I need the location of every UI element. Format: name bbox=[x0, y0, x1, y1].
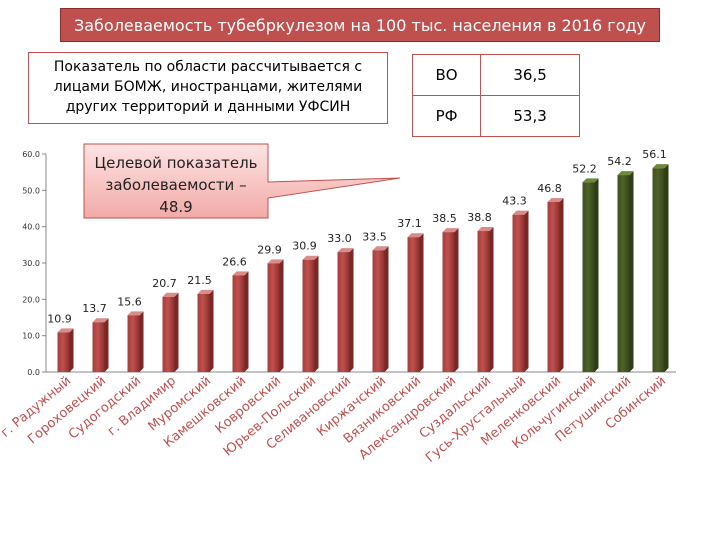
note-box: Показатель по области рассчитывается с л… bbox=[28, 52, 388, 124]
chart-title: Заболеваемость тубебркулезом на 100 тыс.… bbox=[60, 8, 660, 42]
bar-top bbox=[197, 289, 214, 294]
y-tick-label: 40.0 bbox=[22, 223, 40, 232]
bar-side bbox=[69, 328, 74, 372]
comparison-value-vo: 36,5 bbox=[480, 54, 580, 96]
bar-side bbox=[524, 210, 529, 372]
note-line: лицами БОМЖ, иностранцами, жителями bbox=[53, 79, 363, 95]
y-tick-label: 10.0 bbox=[22, 332, 40, 341]
table-row: ВО 36,5 bbox=[411, 54, 580, 96]
table-row: РФ 53,3 bbox=[411, 95, 580, 137]
bar bbox=[57, 332, 70, 372]
bar-top bbox=[372, 246, 389, 251]
value-label: 21.5 bbox=[187, 274, 212, 287]
target-callout: Целевой показатель заболеваемости – 48.9 bbox=[83, 143, 401, 219]
bar bbox=[267, 263, 280, 372]
y-tick-label: 0.0 bbox=[27, 368, 40, 377]
bar bbox=[652, 168, 665, 372]
bar bbox=[477, 231, 490, 372]
bar-top bbox=[57, 328, 74, 333]
bar bbox=[337, 252, 350, 372]
bar-top bbox=[442, 228, 459, 233]
value-label: 37.1 bbox=[397, 217, 422, 230]
bar-top bbox=[582, 178, 599, 183]
value-label: 30.9 bbox=[292, 240, 317, 253]
y-tick-label: 60.0 bbox=[22, 150, 40, 159]
value-label: 20.7 bbox=[152, 277, 177, 290]
bar-side bbox=[559, 197, 564, 372]
note-line: Показатель по области рассчитывается с bbox=[53, 59, 363, 75]
value-label: 43.3 bbox=[502, 195, 527, 208]
bar-side bbox=[104, 318, 109, 372]
value-label: 54.2 bbox=[607, 155, 632, 168]
value-label: 56.1 bbox=[642, 148, 667, 161]
bar-side bbox=[349, 248, 354, 372]
bar-side bbox=[629, 171, 634, 372]
bar bbox=[197, 293, 210, 372]
value-label: 13.7 bbox=[82, 302, 107, 315]
value-label: 46.8 bbox=[537, 182, 562, 195]
bar-top bbox=[127, 311, 144, 316]
callout-line: Целевой показатель bbox=[94, 154, 257, 172]
note-line: других территорий и данными УФСИН bbox=[65, 99, 351, 115]
comparison-label-vo: ВО bbox=[411, 54, 482, 96]
bar bbox=[547, 201, 560, 372]
value-label: 38.5 bbox=[432, 212, 457, 225]
bar-top bbox=[337, 248, 354, 253]
bar-side bbox=[419, 233, 424, 372]
comparison-value-rf: 53,3 bbox=[480, 95, 580, 137]
bar-top bbox=[617, 171, 634, 176]
bar bbox=[92, 322, 105, 372]
bar-side bbox=[174, 292, 179, 372]
callout-line: заболеваемости – bbox=[105, 176, 246, 194]
bar-side bbox=[489, 227, 494, 372]
bar bbox=[127, 315, 140, 372]
value-label: 26.6 bbox=[222, 255, 247, 268]
y-tick-label: 30.0 bbox=[22, 259, 40, 268]
bar-side bbox=[209, 289, 214, 372]
bar-top bbox=[407, 233, 424, 238]
bar-side bbox=[314, 255, 319, 372]
bar bbox=[302, 259, 315, 372]
bar-top bbox=[302, 255, 319, 260]
bar-side bbox=[244, 271, 249, 372]
value-label: 15.6 bbox=[117, 295, 142, 308]
bar bbox=[512, 214, 525, 372]
bar-top bbox=[92, 318, 109, 323]
bar-side bbox=[664, 164, 669, 372]
comparison-label-rf: РФ bbox=[411, 95, 482, 137]
bar-top bbox=[232, 271, 249, 276]
y-tick-label: 50.0 bbox=[22, 186, 40, 195]
bar bbox=[232, 275, 245, 372]
bar-top bbox=[477, 227, 494, 232]
value-label: 10.9 bbox=[47, 312, 72, 325]
bar-side bbox=[594, 178, 599, 372]
bar-side bbox=[384, 246, 389, 372]
bar-top bbox=[162, 292, 179, 297]
bar bbox=[617, 175, 630, 372]
axes: 0.0 10.0 20.0 30.0 40.0 50.0 60.0 bbox=[22, 150, 676, 377]
callout-shape bbox=[83, 143, 401, 219]
bar bbox=[372, 250, 385, 372]
value-label: 52.2 bbox=[572, 162, 597, 175]
value-label: 29.9 bbox=[257, 243, 282, 256]
bar-side bbox=[279, 259, 284, 372]
y-tick-label: 20.0 bbox=[22, 295, 40, 304]
bar-chart: 0.010.020.030.040.050.060.0 10.9г. Радуж… bbox=[0, 143, 676, 466]
bar bbox=[407, 237, 420, 372]
bar-top bbox=[547, 197, 564, 202]
bar bbox=[442, 232, 455, 372]
callout-value: 48.9 bbox=[159, 198, 192, 216]
comparison-table: ВО 36,5 РФ 53,3 bbox=[411, 54, 580, 137]
bar-top bbox=[652, 164, 669, 169]
bar-top bbox=[267, 259, 284, 264]
bar bbox=[582, 182, 595, 372]
bar-side bbox=[454, 228, 459, 372]
value-label: 38.8 bbox=[467, 211, 492, 224]
value-label: 33.5 bbox=[362, 230, 387, 243]
bar-top bbox=[512, 210, 529, 215]
value-label: 33.0 bbox=[327, 232, 352, 245]
bar-side bbox=[139, 311, 144, 372]
bar bbox=[162, 296, 175, 372]
